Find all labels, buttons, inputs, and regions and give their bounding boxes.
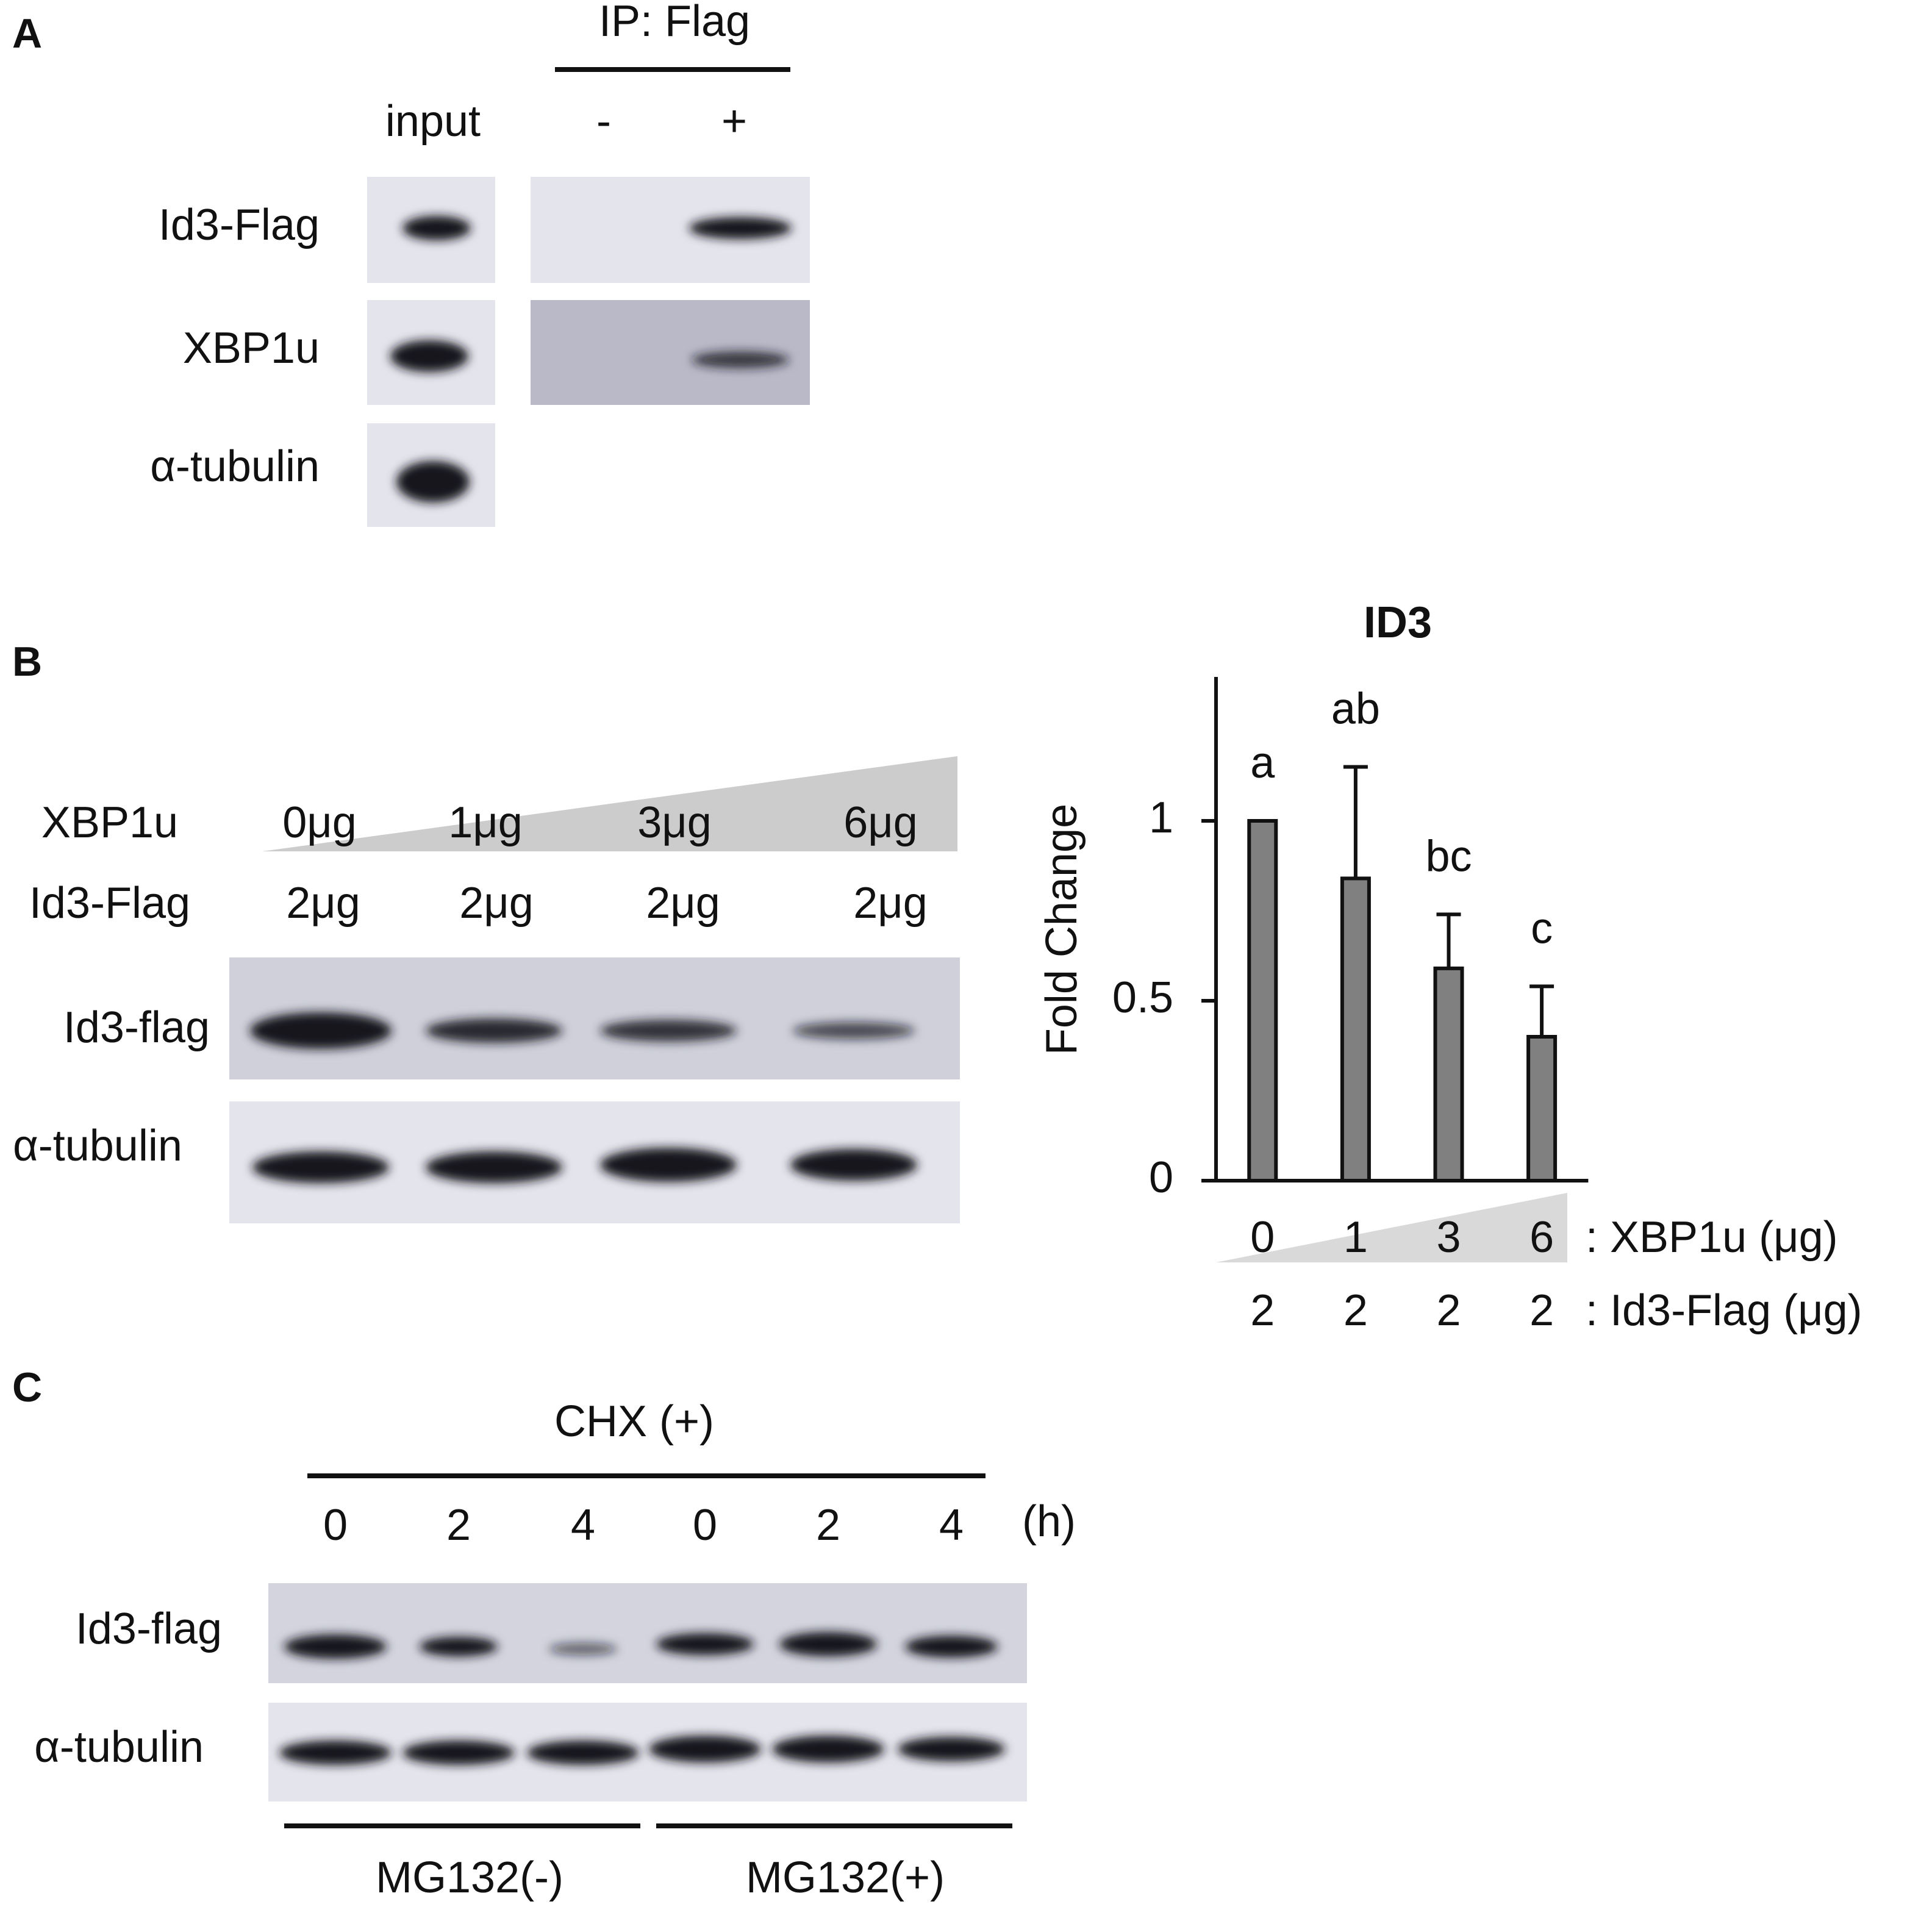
condition-name: Id3-Flag — [29, 879, 190, 928]
y-axis-label: Fold Change — [1037, 804, 1086, 1055]
ip-header: IP: Flag — [599, 0, 750, 46]
bar — [1340, 876, 1371, 1183]
x-tick-label-2: 2 — [1529, 1286, 1554, 1335]
time: 0 — [693, 1501, 717, 1550]
time: 4 — [571, 1501, 595, 1550]
x-tick-label: 3 — [1436, 1213, 1461, 1262]
row-label: Id3-flag — [63, 1003, 210, 1052]
chart-title: ID3 — [1364, 598, 1432, 647]
treatment: CHX (+) — [554, 1397, 714, 1446]
row-label: α-tubulin — [13, 1122, 182, 1170]
amount: 6μg — [843, 798, 918, 847]
row-label: XBP1u — [183, 324, 320, 373]
amount: 2μg — [459, 879, 534, 928]
x-tick-label: 0 — [1250, 1213, 1275, 1262]
condition-name: XBP1u — [41, 798, 178, 847]
significance-letter: c — [1531, 904, 1553, 953]
x-tick-label-2: 2 — [1250, 1286, 1275, 1335]
y-tick-label: 0.5 — [1112, 973, 1173, 1022]
row-label: α-tubulin — [150, 442, 320, 491]
group-label: MG132(-) — [376, 1853, 563, 1902]
time: 2 — [446, 1501, 471, 1550]
amount: 2μg — [853, 879, 928, 928]
x-tick-label: 1 — [1343, 1213, 1368, 1262]
amount: 2μg — [286, 879, 360, 928]
x-tick-label-2: 2 — [1343, 1286, 1368, 1335]
time-unit: (h) — [1022, 1497, 1076, 1546]
bar — [1433, 966, 1464, 1183]
row-label: Id3-Flag — [159, 201, 320, 249]
bar — [1526, 1035, 1558, 1182]
significance-letter: a — [1250, 739, 1275, 787]
panel-label: C — [12, 1364, 42, 1411]
blots-b — [229, 957, 960, 1223]
lane-label: - — [596, 97, 611, 146]
y-tick-label: 1 — [1149, 793, 1173, 842]
row-label: Id3-flag — [76, 1605, 222, 1653]
time: 2 — [816, 1501, 840, 1550]
bar-chart: ID3 Fold Change : XBP1u (μg) : Id3-Flag … — [1037, 598, 1862, 1335]
gradient-wedge — [1216, 1193, 1567, 1262]
bar — [1247, 819, 1278, 1182]
row-label: α-tubulin — [34, 1723, 204, 1772]
time: 4 — [939, 1501, 964, 1550]
x-tick-label-2: 2 — [1436, 1286, 1461, 1335]
blots-a — [367, 177, 810, 527]
time: 0 — [323, 1501, 348, 1550]
amount: 3μg — [637, 798, 712, 847]
significance-letter: ab — [1331, 685, 1380, 734]
panel-label: A — [12, 10, 42, 57]
gradient-wedge — [262, 756, 957, 851]
panel-label: B — [12, 639, 42, 685]
group-label: MG132(+) — [746, 1853, 945, 1902]
x-tick-label: 6 — [1529, 1213, 1554, 1262]
lane-label: input — [385, 97, 481, 146]
amount: 0μg — [282, 798, 357, 847]
x-row-label: : Id3-Flag (μg) — [1586, 1286, 1862, 1335]
y-tick-label: 0 — [1149, 1153, 1173, 1202]
lane-label: + — [721, 97, 747, 146]
amount: 1μg — [448, 798, 523, 847]
amount: 2μg — [646, 879, 720, 928]
significance-letter: bc — [1425, 832, 1472, 881]
blots-c — [268, 1583, 1027, 1801]
x-row-label: : XBP1u (μg) — [1586, 1213, 1838, 1262]
